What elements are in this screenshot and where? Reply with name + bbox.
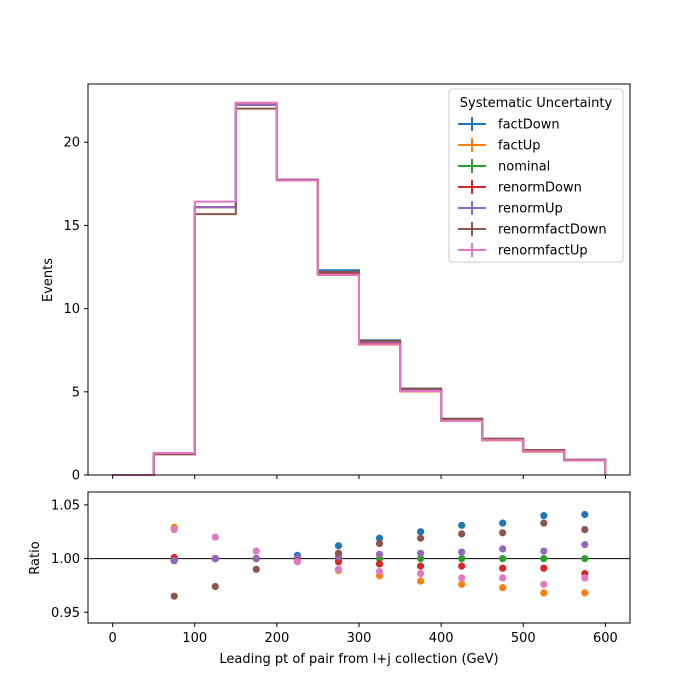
x-tick-label: 200 [264, 631, 289, 646]
ratio-y-tick-label: 0.95 [51, 606, 80, 621]
ratio-point-nominal [581, 555, 589, 563]
ratio-point-renormUp [375, 550, 384, 558]
ratio-point-factDown [540, 511, 548, 520]
legend-entry-nominal: nominal [458, 159, 550, 175]
ratio-point-renormfactDown [170, 592, 178, 600]
ratio-point-factDown [458, 521, 466, 529]
legend-label: factUp [498, 139, 541, 154]
ratio-point-renormfactUp [458, 574, 466, 582]
main-histogram-series [112, 101, 607, 476]
main-y-tick-label: 5 [72, 385, 80, 400]
main-y-tick-label: 15 [63, 219, 80, 234]
legend-entry-renormfactUp: renormfactUp [458, 243, 588, 259]
ratio-point-renormfactDown [540, 519, 548, 527]
legend-label: renormUp [498, 202, 563, 217]
legend-entry-renormDown: renormDown [458, 180, 582, 196]
x-tick-label: 300 [347, 631, 372, 646]
ratio-point-renormUp [211, 555, 219, 563]
ratio-points [170, 510, 589, 600]
ratio-x-axis: 0 100 200 300 400 500 600 [108, 623, 618, 646]
legend-entry-renormUp: renormUp [458, 201, 563, 217]
ratio-point-factUp [417, 577, 425, 585]
ratio-point-renormfactUp [417, 570, 425, 578]
ratio-point-renormUp [417, 549, 425, 557]
ratio-y-tick-label: 1.00 [51, 552, 80, 567]
ratio-point-factUp [581, 589, 589, 597]
ratio-point-renormfactUp [499, 574, 507, 582]
ratio-point-factDown [375, 534, 384, 542]
ratio-point-renormfactDown [252, 565, 260, 573]
legend-label: factDown [498, 118, 560, 133]
ratio-y-axis: 0.95 1.00 1.05 [51, 498, 88, 621]
legend-entry-renormfactDown: renormfactDown [458, 222, 607, 238]
ratio-point-renormUp [170, 557, 178, 565]
ratio-point-renormfactDown [375, 539, 384, 548]
ratio-y-axis-label: Ratio [28, 541, 43, 574]
ratio-point-renormfactDown [499, 529, 507, 537]
ratio-point-renormUp [499, 545, 507, 553]
x-tick-label: 100 [182, 631, 207, 646]
legend-label: renormfactDown [498, 223, 607, 238]
legend-entry-factDown: factDown [458, 117, 560, 133]
legend-label: renormfactUp [498, 244, 588, 259]
ratio-point-renormfactUp [211, 533, 219, 541]
ratio-point-renormfactUp [170, 526, 178, 534]
ratio-point-renormUp [581, 541, 589, 549]
main-y-tick-label: 0 [72, 469, 80, 484]
ratio-point-factUp [540, 589, 548, 597]
ratio-point-nominal [458, 555, 466, 563]
ratio-point-factUp [458, 580, 466, 588]
main-plot-panel: 0 5 10 15 20 Events [41, 83, 631, 484]
ratio-point-nominal [417, 555, 425, 563]
x-tick-label: 400 [429, 631, 454, 646]
ratio-point-renormfactUp [581, 574, 589, 582]
ratio-point-renormDown [417, 562, 425, 570]
ratio-point-factDown [499, 519, 507, 527]
ratio-point-renormUp [540, 547, 548, 555]
x-tick-label: 0 [108, 631, 116, 646]
ratio-point-renormfactDown [334, 549, 343, 557]
ratio-point-renormfactDown [211, 582, 219, 591]
ratio-point-renormfactDown [581, 526, 589, 534]
ratio-point-factDown [334, 542, 343, 550]
ratio-point-renormDown [499, 564, 507, 572]
ratio-y-tick-label: 1.05 [51, 498, 80, 513]
main-x-axis [112, 475, 606, 479]
ratio-plot-panel: 0.95 1.00 1.05 0 100 200 300 400 500 600 Ratio L… [28, 491, 631, 667]
ratio-point-renormfactUp [293, 558, 301, 566]
ratio-point-nominal [540, 555, 548, 563]
ratio-point-renormfactUp [375, 567, 384, 576]
ratio-point-renormfactDown [458, 530, 466, 538]
ratio-point-factDown [417, 528, 425, 536]
legend-entries: factDown factUp nominal renormDown renormUp r… [458, 117, 607, 259]
ratio-point-renormDown [540, 564, 548, 572]
ratio-point-factDown [581, 510, 589, 519]
ratio-point-renormDown [458, 562, 466, 570]
ratio-point-renormfactUp [252, 547, 260, 555]
legend-box [448, 88, 624, 263]
ratio-point-factUp [499, 584, 507, 592]
ratio-point-nominal [499, 555, 507, 563]
legend-label: renormDown [498, 181, 582, 196]
ratio-point-renormDown [334, 558, 343, 566]
ratio-point-renormfactUp [334, 565, 343, 573]
main-y-axis-label: Events [41, 258, 56, 302]
histogram-line-renormfactUp [112, 101, 607, 476]
legend-label: nominal [498, 160, 550, 175]
legend-entry-factUp: factUp [458, 138, 541, 154]
ratio-point-renormDown [375, 560, 384, 568]
ratio-point-renormfactUp [540, 580, 548, 588]
legend: Systematic Uncertainty factDown factUp nom… [448, 88, 624, 263]
ratio-point-renormfactDown [417, 534, 425, 542]
x-axis-label: Leading pt of pair from l+j collection (… [219, 652, 498, 667]
main-y-tick-label: 10 [63, 302, 80, 317]
main-y-axis: 0 5 10 15 20 [63, 136, 88, 484]
x-tick-label: 600 [593, 631, 618, 646]
ratio-point-renormUp [252, 555, 260, 563]
legend-title: Systematic Uncertainty [460, 96, 613, 111]
x-tick-label: 500 [511, 631, 536, 646]
ratio-point-renormUp [458, 548, 466, 556]
main-y-tick-label: 20 [63, 136, 80, 151]
